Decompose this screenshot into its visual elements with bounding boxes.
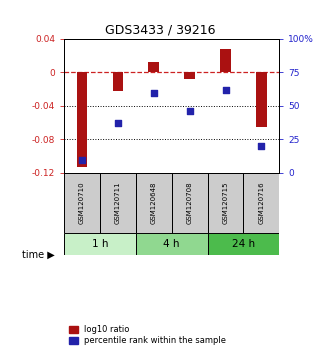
Bar	[64, 233, 136, 255]
Bar	[148, 62, 159, 73]
Bar	[77, 73, 88, 167]
Bar	[136, 173, 172, 233]
Legend: log10 ratio, percentile rank within the sample: log10 ratio, percentile rank within the …	[68, 325, 227, 346]
Text: GSM120648: GSM120648	[151, 182, 157, 224]
Point	[151, 90, 156, 95]
Text: time ▶: time ▶	[22, 250, 55, 260]
Bar	[113, 73, 123, 91]
Bar	[184, 73, 195, 79]
Bar	[220, 49, 231, 73]
Text: GSM120708: GSM120708	[187, 182, 193, 224]
Point	[187, 108, 192, 114]
Text: GSM120711: GSM120711	[115, 182, 121, 224]
Text: 1 h: 1 h	[92, 239, 108, 249]
Bar	[100, 173, 136, 233]
Text: GSM120715: GSM120715	[222, 182, 229, 224]
Text: 24 h: 24 h	[232, 239, 255, 249]
Text: GDS3433 / 39216: GDS3433 / 39216	[105, 23, 216, 36]
Point	[116, 121, 121, 126]
Bar	[172, 173, 208, 233]
Text: GSM120710: GSM120710	[79, 182, 85, 224]
Point	[80, 157, 85, 162]
Text: 4 h: 4 h	[163, 239, 180, 249]
Text: GSM120716: GSM120716	[258, 182, 265, 224]
Bar	[208, 233, 279, 255]
Bar	[64, 173, 100, 233]
Point	[223, 87, 228, 93]
Point	[259, 143, 264, 149]
Bar	[243, 173, 279, 233]
Bar	[136, 233, 208, 255]
Bar	[208, 173, 243, 233]
Bar	[256, 73, 267, 127]
